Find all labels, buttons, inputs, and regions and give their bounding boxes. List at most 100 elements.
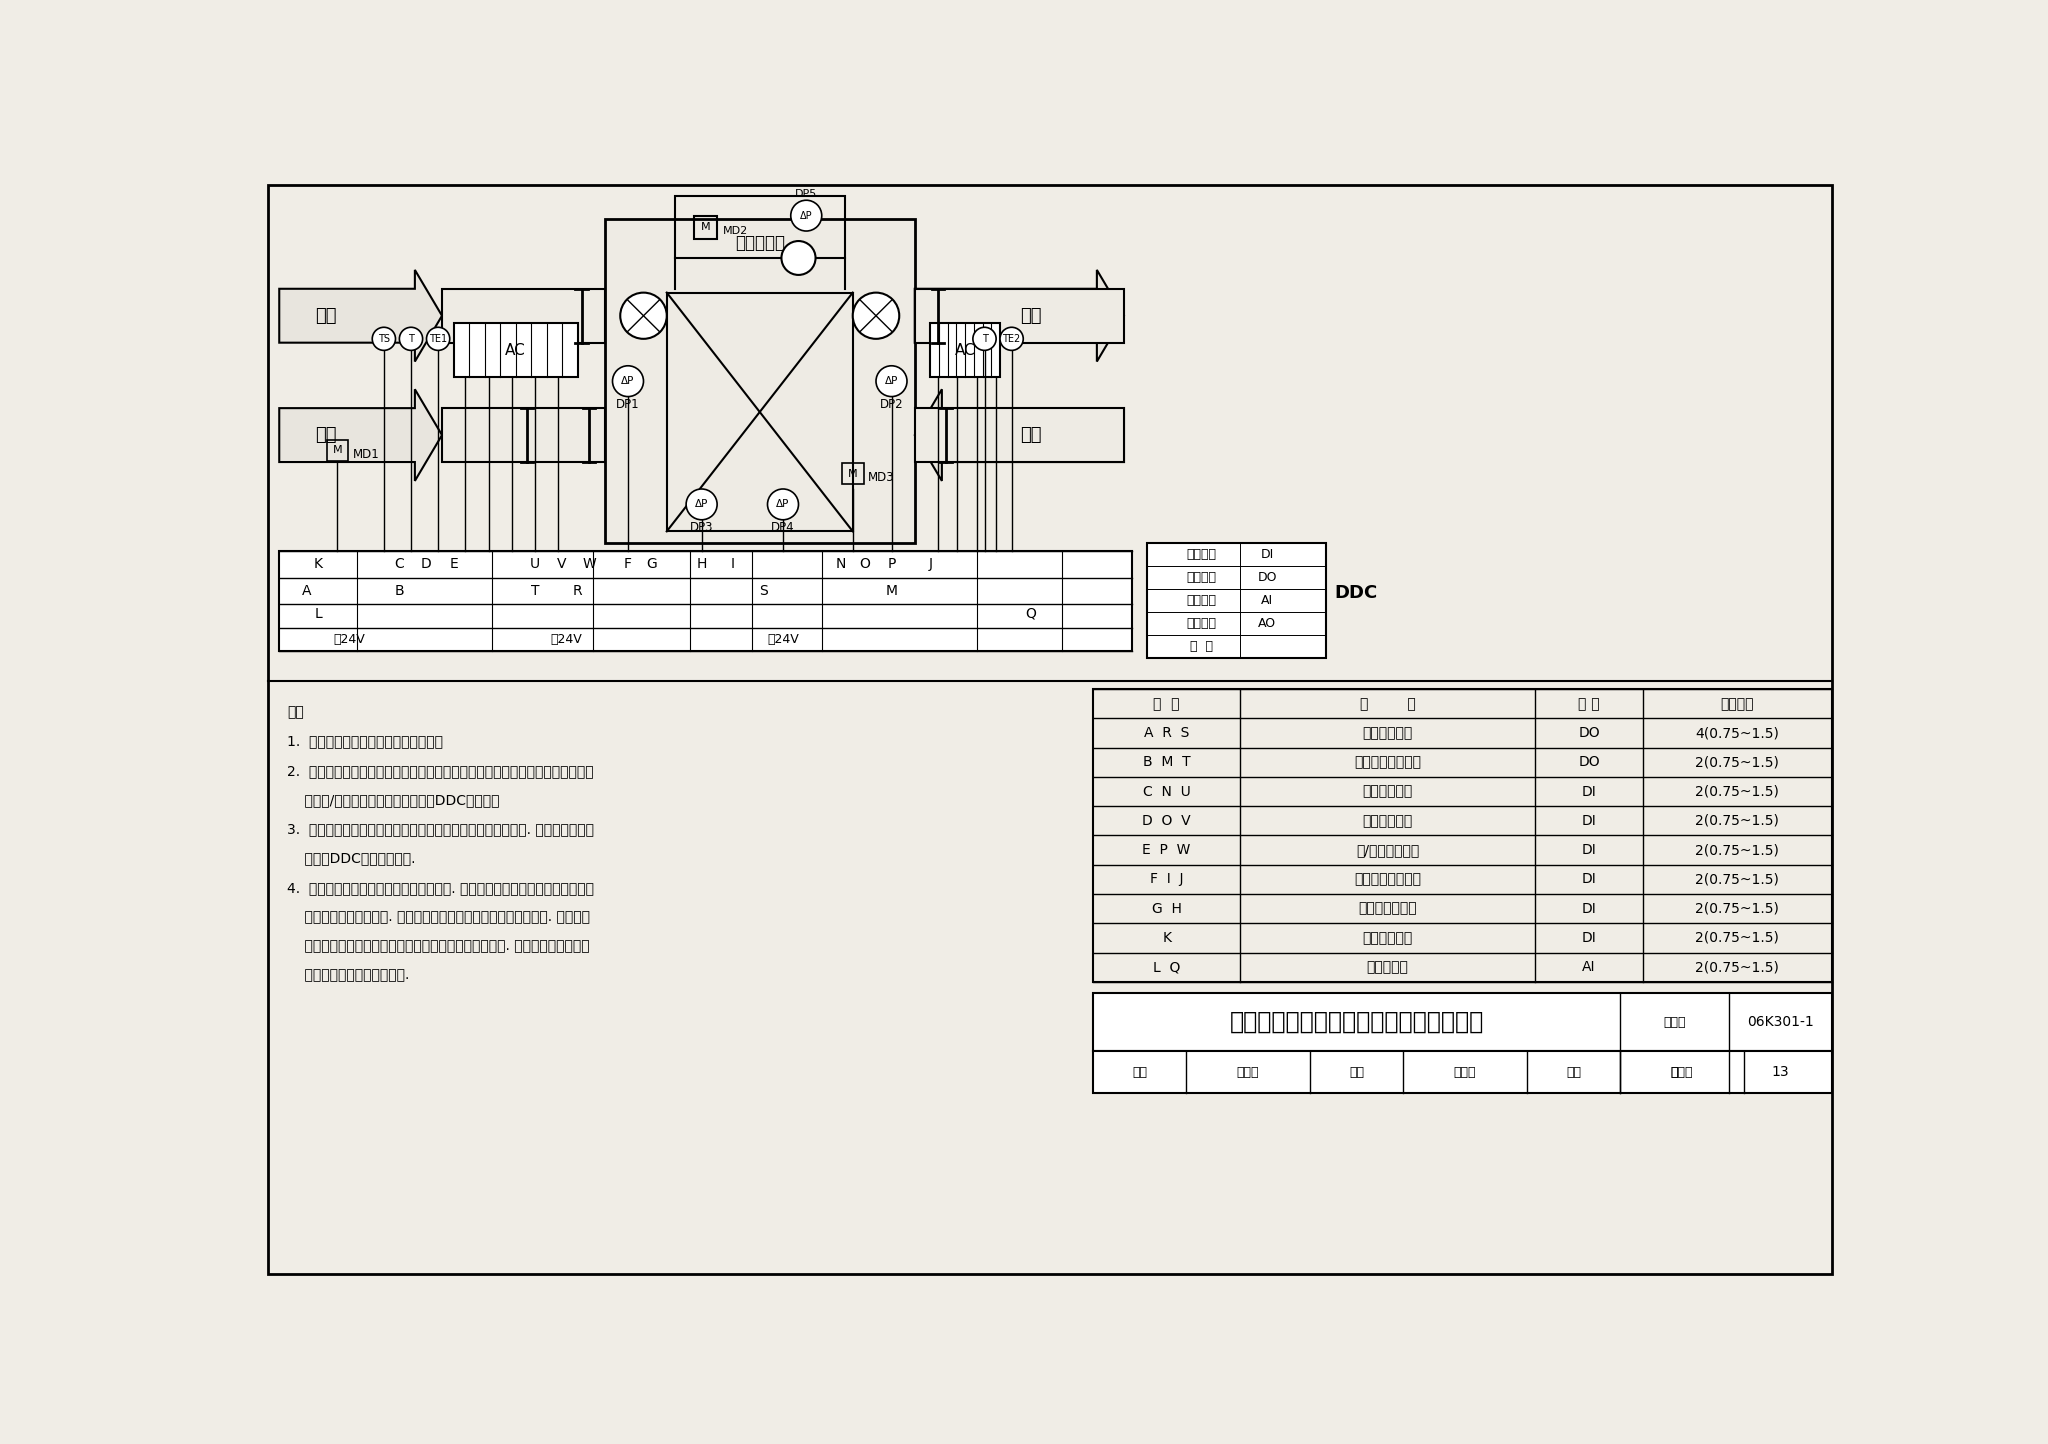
Text: DO: DO — [1257, 570, 1278, 583]
Circle shape — [782, 241, 815, 274]
Text: A: A — [301, 583, 311, 598]
Text: 值时，故障报警并停机. 过滤器两侧压差高于设定值时，自动报警. 排风管处: 值时，故障报警并停机. 过滤器两侧压差高于设定值时，自动报警. 排风管处 — [287, 910, 590, 924]
Text: 导线规格: 导线规格 — [1720, 697, 1755, 710]
Text: DP5: DP5 — [795, 189, 817, 199]
Text: B: B — [395, 583, 403, 598]
Text: AI: AI — [1583, 960, 1595, 975]
Text: F  I  J: F I J — [1149, 872, 1184, 887]
Text: 状 态: 状 态 — [1579, 697, 1599, 710]
Text: 2(0.75~1.5): 2(0.75~1.5) — [1696, 872, 1780, 887]
Bar — [1094, 993, 1831, 1051]
Text: F: F — [625, 557, 633, 570]
Text: 4(0.75~1.5): 4(0.75~1.5) — [1696, 726, 1780, 741]
Circle shape — [791, 201, 821, 231]
Text: DI: DI — [1581, 901, 1595, 915]
Text: Q: Q — [1026, 606, 1036, 621]
Text: B  M  T: B M T — [1143, 755, 1190, 770]
Text: DI: DI — [1581, 814, 1595, 827]
Text: 新风换气机: 新风换气机 — [735, 234, 784, 251]
Text: 2(0.75~1.5): 2(0.75~1.5) — [1696, 901, 1780, 915]
Text: 数字输入: 数字输入 — [1186, 547, 1217, 560]
Text: 2.  检测内容：送、排风温度；过滤器堵塞信号、防冻信号；风机启停、工作、故: 2. 检测内容：送、排风温度；过滤器堵塞信号、防冻信号；风机启停、工作、故 — [287, 764, 594, 778]
Circle shape — [686, 490, 717, 520]
Bar — [668, 293, 852, 531]
Bar — [915, 289, 1124, 342]
Text: 1.  控制对象：电动开关风阀、风机启停: 1. 控制对象：电动开关风阀、风机启停 — [287, 735, 442, 748]
Text: M: M — [848, 469, 858, 478]
Text: M: M — [700, 222, 711, 232]
Text: ΔP: ΔP — [621, 377, 635, 386]
Text: ΔP: ΔP — [885, 377, 899, 386]
Bar — [453, 323, 578, 377]
Bar — [915, 409, 1124, 462]
Text: 2(0.75~1.5): 2(0.75~1.5) — [1696, 755, 1780, 770]
Bar — [326, 440, 348, 461]
Text: D  O  V: D O V — [1143, 814, 1192, 827]
Bar — [442, 289, 604, 342]
Text: A  R  S: A R S — [1145, 726, 1190, 741]
Text: 程序，DDC定时启停风机.: 程序，DDC定时启停风机. — [287, 852, 416, 865]
Text: 过滤器堵塞信号: 过滤器堵塞信号 — [1358, 901, 1417, 915]
Text: 防冻开关信号: 防冻开关信号 — [1362, 931, 1413, 944]
Text: 数字输出: 数字输出 — [1186, 570, 1217, 583]
Text: DDC: DDC — [1335, 583, 1378, 602]
Text: DP4: DP4 — [772, 521, 795, 534]
Text: 新风: 新风 — [315, 426, 336, 445]
Text: 2(0.75~1.5): 2(0.75~1.5) — [1696, 843, 1780, 858]
Text: 用        途: 用 途 — [1360, 697, 1415, 710]
Text: ～24V: ～24V — [551, 632, 582, 645]
Text: U: U — [530, 557, 541, 570]
Text: G  H: G H — [1151, 901, 1182, 915]
Circle shape — [612, 365, 643, 397]
Text: T: T — [530, 583, 539, 598]
Text: D: D — [422, 557, 432, 570]
Text: 设定值时，自动开启旁通阀.: 设定值时，自动开启旁通阀. — [287, 969, 410, 982]
Text: 3.  控制方法：通过比较室内、外空气的焓差控制旁通阀的开启. 根据排定的工作: 3. 控制方法：通过比较室内、外空气的焓差控制旁通阀的开启. 根据排定的工作 — [287, 822, 594, 836]
Text: T: T — [408, 334, 414, 344]
Circle shape — [621, 293, 668, 339]
Text: 2(0.75~1.5): 2(0.75~1.5) — [1696, 814, 1780, 827]
Text: DO: DO — [1579, 726, 1599, 741]
Text: 风机启停控制信号: 风机启停控制信号 — [1354, 755, 1421, 770]
Text: 审核: 审核 — [1133, 1066, 1147, 1079]
Bar — [1094, 1051, 1831, 1093]
Text: 李远学: 李远学 — [1237, 1066, 1260, 1079]
Polygon shape — [279, 270, 442, 361]
Bar — [930, 323, 999, 377]
Text: 电动开关风阀: 电动开关风阀 — [1362, 726, 1413, 741]
Text: 设置防冻开关，温度低于设定值时，自动关闭风机风阀. 室内外空气焓差小于: 设置防冻开关，温度低于设定值时，自动关闭风机风阀. 室内外空气焓差小于 — [287, 940, 590, 953]
Polygon shape — [915, 270, 1124, 361]
Text: ΔP: ΔP — [801, 211, 813, 221]
Circle shape — [399, 328, 422, 351]
Text: C  N  U: C N U — [1143, 784, 1190, 799]
Text: L  Q: L Q — [1153, 960, 1180, 975]
Circle shape — [373, 328, 395, 351]
Text: 2(0.75~1.5): 2(0.75~1.5) — [1696, 960, 1780, 975]
Bar — [442, 409, 604, 462]
Text: K: K — [313, 557, 322, 570]
Circle shape — [852, 293, 899, 339]
Text: 2(0.75~1.5): 2(0.75~1.5) — [1696, 931, 1780, 944]
Text: 送风: 送风 — [1020, 306, 1042, 325]
Text: MD1: MD1 — [352, 448, 379, 461]
Text: 排送风温度: 排送风温度 — [1366, 960, 1409, 975]
Text: S: S — [760, 583, 768, 598]
Text: DP2: DP2 — [881, 397, 903, 410]
Text: 电  源: 电 源 — [1190, 640, 1212, 653]
Text: 4.  联锁及保护：风机启停、风阀联动开闭. 风机启动以后，其两侧压差低于设定: 4. 联锁及保护：风机启停、风阀联动开闭. 风机启动以后，其两侧压差低于设定 — [287, 881, 594, 895]
Text: 殷德刚: 殷德刚 — [1671, 1066, 1694, 1079]
Text: 页: 页 — [1671, 1066, 1677, 1079]
Text: 设计: 设计 — [1567, 1066, 1581, 1079]
Text: C: C — [395, 557, 403, 570]
Text: 13: 13 — [1772, 1066, 1788, 1079]
Text: 排风: 排风 — [1020, 426, 1042, 445]
Circle shape — [768, 490, 799, 520]
Text: AO: AO — [1257, 617, 1276, 630]
Text: DI: DI — [1581, 872, 1595, 887]
Text: T: T — [981, 334, 987, 344]
Text: 2(0.75~1.5): 2(0.75~1.5) — [1696, 784, 1780, 799]
Text: 带旁通系统控制互连接线图（风机内置）: 带旁通系统控制互连接线图（风机内置） — [1229, 1011, 1483, 1034]
Text: AC: AC — [506, 342, 526, 358]
Text: 模拟输入: 模拟输入 — [1186, 593, 1217, 606]
Circle shape — [877, 365, 907, 397]
